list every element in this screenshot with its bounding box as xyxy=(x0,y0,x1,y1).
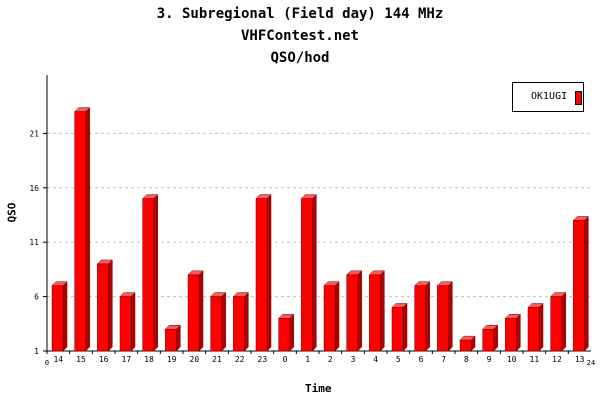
bar xyxy=(505,318,517,352)
bar xyxy=(119,296,132,352)
bar-side xyxy=(266,194,272,352)
bar-side xyxy=(312,194,317,352)
x-tick-label: 22 xyxy=(235,355,245,364)
bar xyxy=(187,274,200,352)
x-tick-label: 23 xyxy=(258,355,268,364)
bar-side xyxy=(402,302,408,352)
bar-side xyxy=(584,215,589,352)
x-tick-label: 19 xyxy=(167,355,177,364)
chart-subtitle: VHFContest.net xyxy=(240,28,359,44)
bar xyxy=(550,296,562,352)
bar-side xyxy=(108,259,113,352)
x-tick-label: 6 xyxy=(419,355,424,364)
bar xyxy=(437,285,449,352)
bar-side xyxy=(448,281,453,352)
bar xyxy=(369,274,381,352)
bar xyxy=(97,263,109,352)
x-axis-title: Time xyxy=(305,382,332,395)
x-tick-label: 4 xyxy=(373,355,378,364)
bar-side xyxy=(561,291,566,352)
bar xyxy=(301,198,313,352)
bar-side xyxy=(380,270,385,352)
y-tick-label: 16 xyxy=(29,184,39,193)
x-tick-label: 21 xyxy=(212,355,222,364)
y-tick-label: 6 xyxy=(34,293,39,302)
bar-side xyxy=(516,313,521,352)
bar-side xyxy=(493,324,498,352)
x-tick-label: 1 xyxy=(305,355,310,364)
bar-side xyxy=(198,270,204,352)
bar-side xyxy=(289,313,294,352)
bar xyxy=(346,274,358,352)
x-tick-label: 7 xyxy=(441,355,446,364)
bar-side xyxy=(244,291,249,352)
x-tick-label: 5 xyxy=(396,355,401,364)
x-tick-label: 12 xyxy=(552,355,562,364)
y-tick-label: 21 xyxy=(29,129,39,138)
bar xyxy=(210,296,222,352)
chart-title: 3. Subregional (Field day) 144 MHz xyxy=(156,6,444,22)
bar xyxy=(74,111,86,352)
x-tick-label: 3 xyxy=(351,355,356,364)
x-tick-label: 8 xyxy=(464,355,469,364)
x-tick-label: 13 xyxy=(575,355,585,364)
bar-side xyxy=(538,302,544,352)
x-tick-label: 20 xyxy=(190,355,200,364)
bar xyxy=(391,307,404,352)
bar xyxy=(573,220,585,352)
bar-side xyxy=(334,281,340,352)
x-tick-label: 15 xyxy=(76,355,86,364)
x-edge-label-start: 0 xyxy=(45,359,49,367)
x-tick-label: 9 xyxy=(487,355,492,364)
bar xyxy=(255,198,268,352)
bar xyxy=(278,318,290,352)
bar-side xyxy=(130,291,136,352)
chart-unit-title: QSO/hod xyxy=(270,50,330,66)
bar xyxy=(414,285,426,352)
legend-label: OK1UGI xyxy=(531,91,568,102)
bar xyxy=(323,285,336,352)
x-tick-label: 16 xyxy=(99,355,109,364)
x-tick-label: 17 xyxy=(122,355,132,364)
legend: OK1UGI xyxy=(512,82,584,112)
x-edge-label-end: 24 xyxy=(587,359,595,367)
legend-swatch xyxy=(575,91,582,105)
x-tick-label: 18 xyxy=(144,355,154,364)
x-tick-label: 0 xyxy=(283,355,288,364)
bar xyxy=(142,198,154,352)
y-axis-title: QSO xyxy=(5,202,19,223)
bar-side xyxy=(221,291,226,352)
bar xyxy=(51,285,64,352)
y-tick-label: 1 xyxy=(34,347,39,356)
x-tick-label: 2 xyxy=(328,355,333,364)
bar-side xyxy=(357,270,362,352)
bar xyxy=(233,296,245,352)
bar-side xyxy=(176,324,181,352)
bar-side xyxy=(62,281,68,352)
x-tick-label: 11 xyxy=(530,355,540,364)
bar xyxy=(482,328,494,352)
bar xyxy=(459,339,472,352)
bar-side xyxy=(425,281,430,352)
bar-side xyxy=(85,107,90,352)
bar xyxy=(165,328,177,352)
x-tick-label: 10 xyxy=(507,355,517,364)
x-tick-label: 14 xyxy=(54,355,64,364)
y-tick-label: 11 xyxy=(29,238,39,247)
bar xyxy=(527,307,540,352)
bar-side xyxy=(153,194,158,352)
